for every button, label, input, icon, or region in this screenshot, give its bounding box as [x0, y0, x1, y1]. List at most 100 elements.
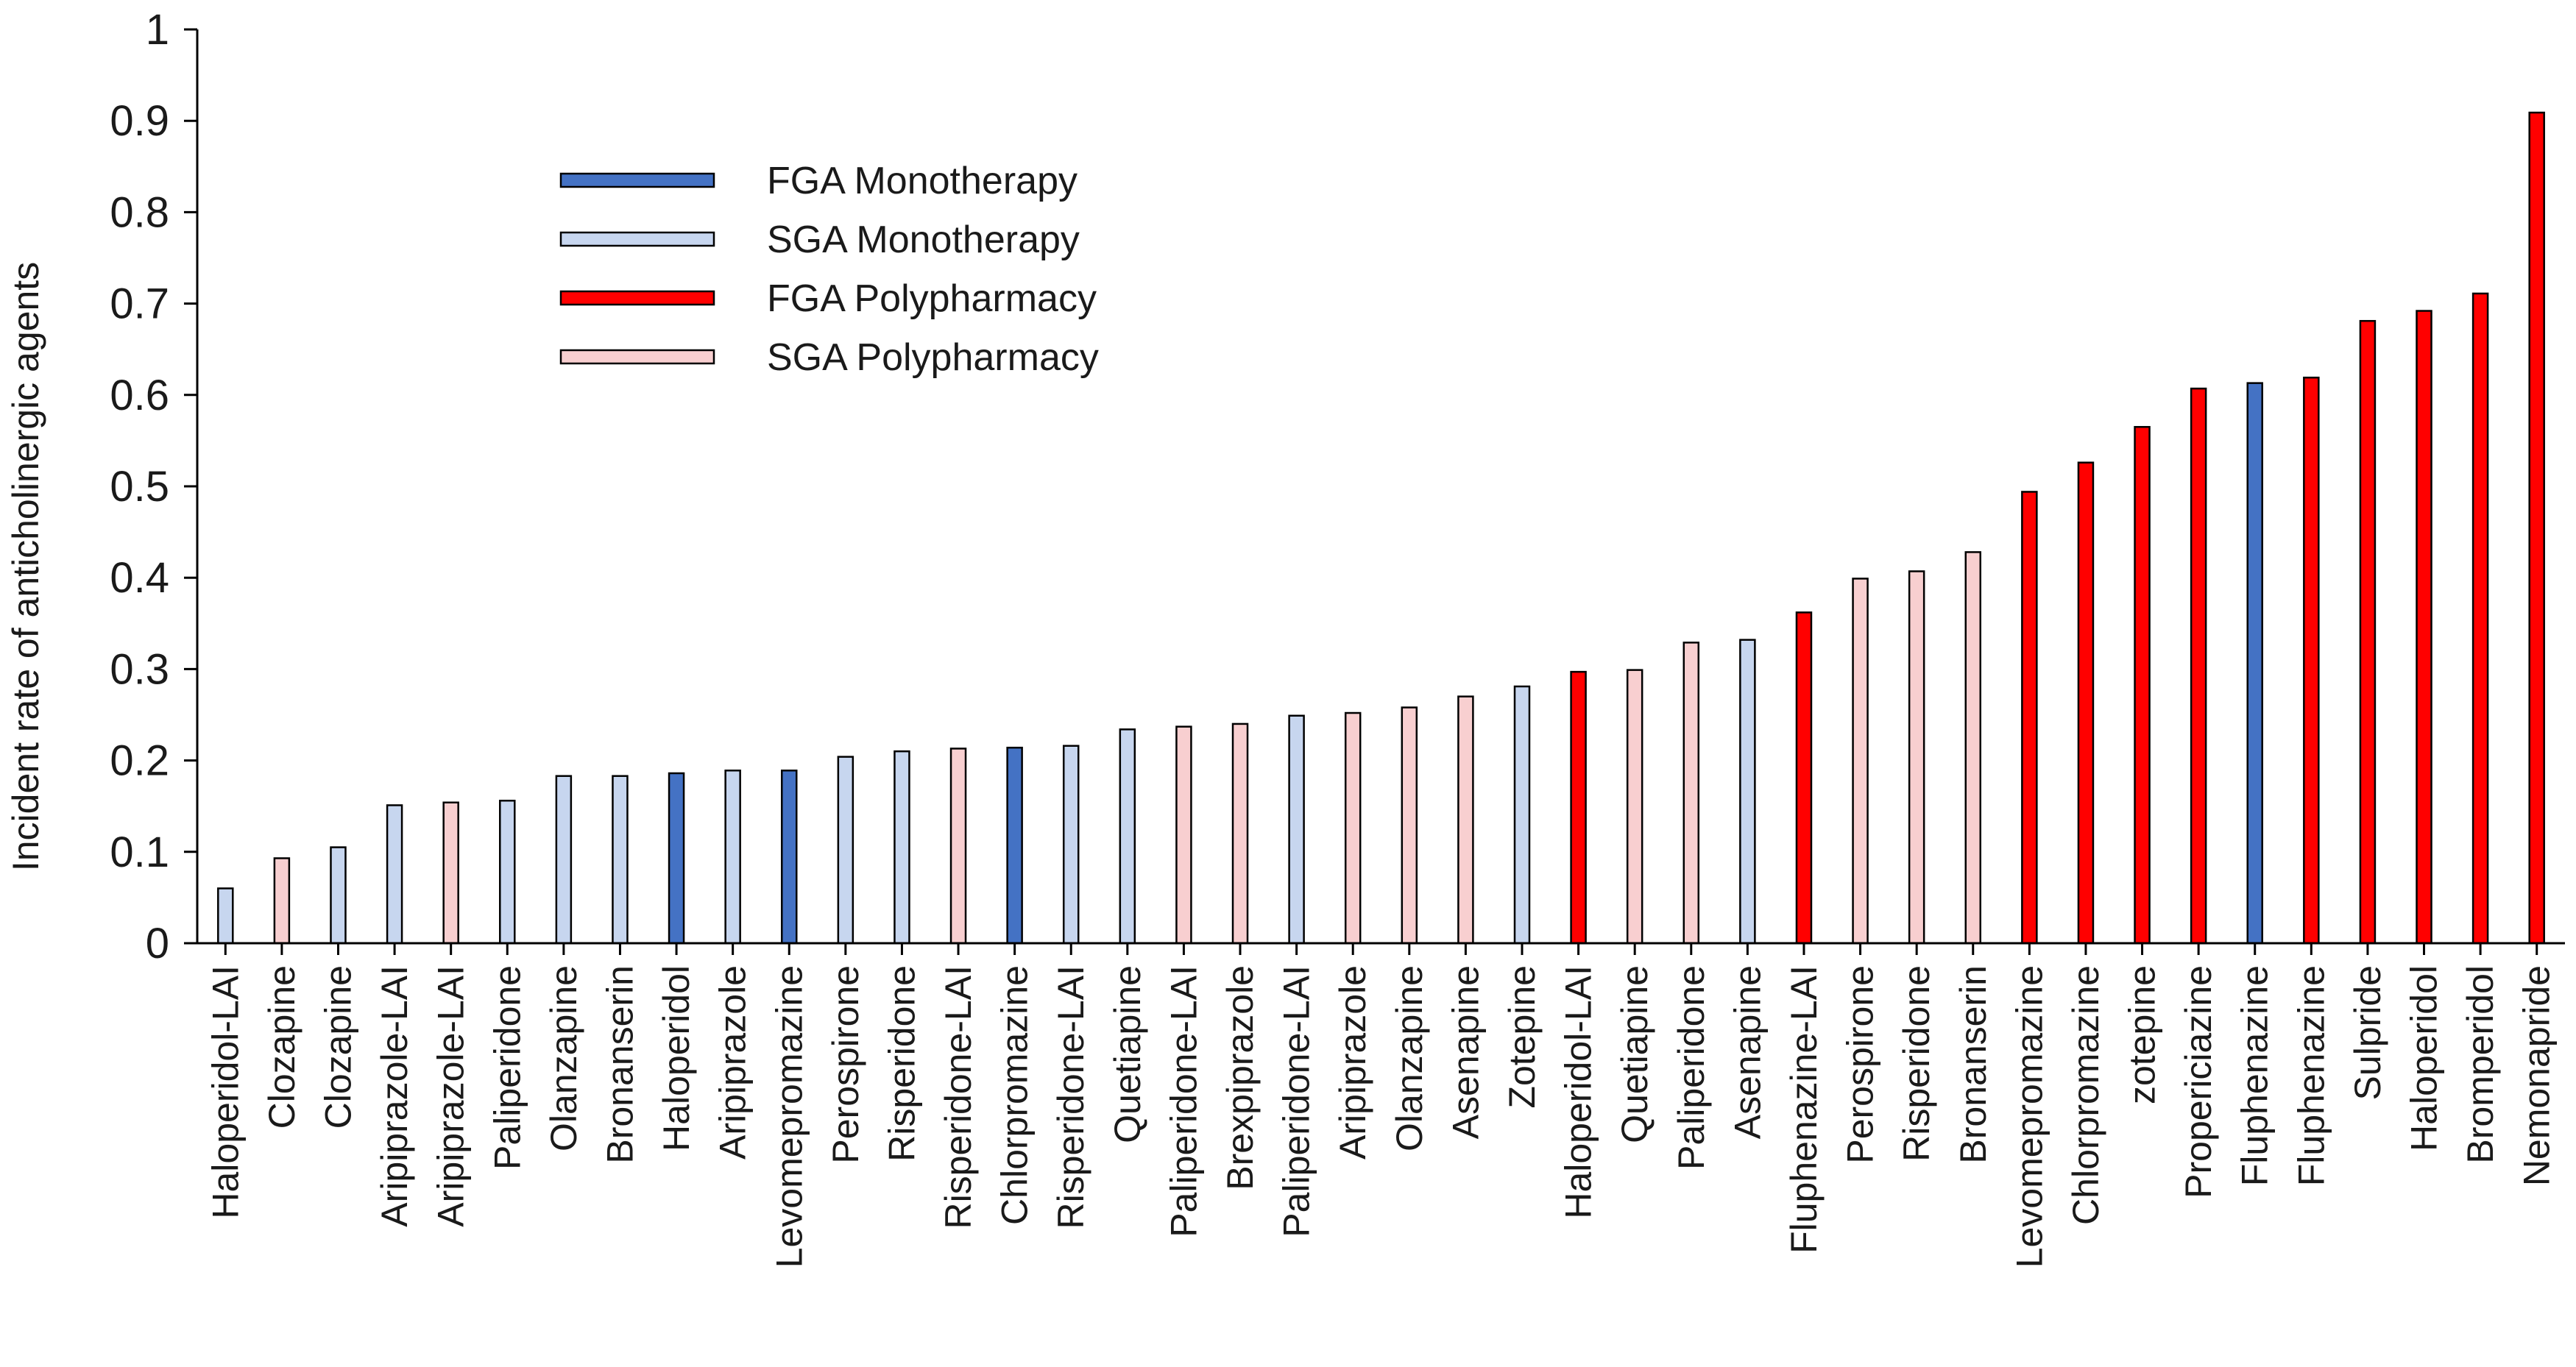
x-tick-label: Risperidone	[1896, 965, 1937, 1162]
bar	[1175, 725, 1192, 945]
y-axis-label: Incident rate of anticholinergic agents	[5, 262, 46, 871]
x-tick-label: Bronanserin	[1953, 965, 1994, 1164]
x-tick-label: Asenapine	[1445, 965, 1486, 1139]
x-tick-label: Risperidone-LAI	[1050, 965, 1091, 1229]
bar	[2077, 461, 2095, 945]
bar	[1908, 570, 1925, 945]
legend-label-sga-mono: SGA Monotherapy	[767, 219, 1080, 261]
bar	[2303, 376, 2320, 945]
x-axis: Haloperidol-LAI Clozapine Clozapine Aripipr…	[197, 942, 2565, 1268]
bar	[2359, 319, 2377, 945]
x-tick-label: Zotepine	[1501, 965, 1543, 1109]
x-tick-label: Sulpride	[2347, 965, 2388, 1100]
bar	[386, 804, 403, 945]
x-tick-label: Paliperidone	[1671, 965, 1712, 1170]
x-tick-label: Aripiprazole	[712, 965, 754, 1160]
bar	[1344, 711, 1362, 945]
x-tick-label: Brexpiprazole	[1220, 965, 1261, 1190]
x-tick-label: Haloperidol-LAI	[205, 965, 246, 1219]
bar	[2246, 382, 2263, 945]
x-tick-label: Paliperidone-LAI	[1163, 965, 1204, 1238]
bar	[1231, 722, 1249, 945]
legend-swatch-sga-mono	[559, 231, 715, 247]
bar	[2528, 111, 2545, 945]
legend-label-fga-mono: FGA Monotherapy	[767, 160, 1078, 202]
legend-label-sga-poly: SGA Polypharmacy	[767, 336, 1099, 379]
x-tick-label: Quetiapine	[1107, 965, 1148, 1143]
bar	[2134, 426, 2151, 945]
bar	[442, 801, 459, 945]
bar	[1288, 714, 1305, 945]
bar	[949, 748, 967, 945]
x-tick-label: Haloperidol	[2404, 965, 2445, 1151]
bar	[1570, 670, 1587, 945]
x-tick-label: zotepine	[2122, 965, 2163, 1104]
x-tick-label: Levomepromazine	[768, 965, 810, 1268]
bar	[1682, 642, 1700, 945]
x-tick-label: Perospirone	[1840, 965, 1881, 1164]
x-tick-label: Haloperidol	[656, 965, 697, 1151]
bar	[1062, 745, 1080, 945]
x-tick-label: Bronanserin	[599, 965, 640, 1164]
x-tick-label: Risperidone-LAI	[938, 965, 979, 1229]
y-axis: 0 0.1 0.2 0.3 0.4 0.5 0.6 0.7 0.8 0.9 1	[110, 6, 199, 967]
x-tick-label: Quetiapine	[1614, 965, 1655, 1143]
bar	[668, 772, 685, 945]
x-tick-label: Propericiazine	[2178, 965, 2219, 1199]
x-tick-label: Clozapine	[261, 965, 302, 1129]
x-tick-label: Chlorpromazine	[994, 965, 1036, 1225]
y-tick-label: 0.4	[110, 554, 169, 602]
y-tick-label: 0.6	[110, 372, 169, 419]
x-tick-label: Fluphenazine	[2234, 965, 2276, 1186]
bar	[2190, 387, 2207, 945]
x-tick-label: Fluphenazine-LAI	[1783, 965, 1825, 1254]
bar	[2416, 310, 2432, 945]
x-tick-label: Aripiprazole	[1332, 965, 1373, 1160]
legend: FGA Monotherapy SGA Monotherapy FGA Polyph…	[559, 160, 1099, 379]
bar	[273, 857, 291, 945]
bar	[555, 775, 573, 945]
bar	[330, 846, 347, 945]
x-tick-label: Haloperidol-LAI	[1558, 965, 1599, 1219]
legend-swatch-sga-poly	[559, 349, 715, 365]
y-tick-label: 0	[146, 920, 169, 967]
y-tick-label: 0.7	[110, 280, 169, 328]
bar	[1006, 746, 1023, 945]
x-tick-label: Chlorpromazine	[2065, 965, 2106, 1225]
bar	[1852, 578, 1869, 945]
bar	[837, 756, 854, 945]
bar	[724, 770, 741, 945]
y-tick-label: 0.9	[110, 97, 169, 145]
x-tick-label: Asenapine	[1727, 965, 1768, 1139]
x-tick-label: Risperidone	[881, 965, 922, 1162]
bar	[1401, 706, 1418, 945]
x-tick-label: Paliperidone	[486, 965, 528, 1170]
bar	[1513, 685, 1531, 945]
bar	[612, 775, 629, 945]
bar	[1457, 695, 1474, 945]
bar	[1739, 639, 1756, 945]
x-tick-label: Clozapine	[317, 965, 358, 1129]
x-tick-label: Levomepromazine	[2009, 965, 2050, 1268]
x-tick-label: Aripiprazole-LAI	[431, 965, 472, 1227]
y-tick-label: 1	[146, 6, 169, 54]
x-tick-label: Nemonapride	[2516, 965, 2558, 1186]
bar	[2021, 491, 2038, 945]
y-tick-label: 0.1	[110, 828, 169, 876]
legend-swatch-fga-mono	[559, 172, 715, 188]
x-tick-label: Perospirone	[825, 965, 866, 1164]
bar	[1964, 551, 1981, 945]
y-tick-label: 0.3	[110, 645, 169, 693]
legend-label-fga-poly: FGA Polypharmacy	[767, 277, 1097, 320]
legend-swatch-fga-poly	[559, 290, 715, 306]
y-tick-label: 0.5	[110, 463, 169, 511]
x-tick-label: Paliperidone-LAI	[1276, 965, 1317, 1238]
x-tick-label: Fluphenazine	[2290, 965, 2332, 1186]
x-tick-label: Bromperidol	[2460, 965, 2501, 1164]
bar	[499, 799, 516, 945]
bar	[217, 887, 234, 945]
bar	[894, 750, 910, 945]
x-tick-label: Aripiprazole-LAI	[374, 965, 415, 1227]
